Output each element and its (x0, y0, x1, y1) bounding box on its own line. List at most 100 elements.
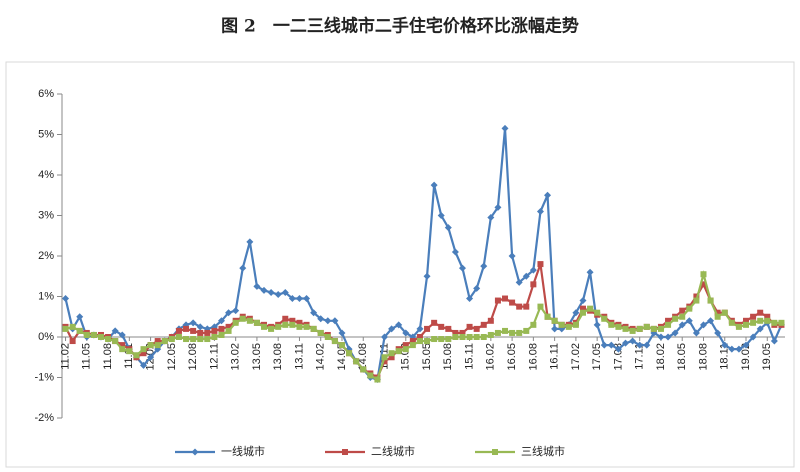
point (721, 309, 728, 316)
point (502, 295, 509, 302)
point (296, 323, 303, 330)
point (310, 325, 317, 332)
point (487, 317, 494, 324)
point (261, 323, 268, 330)
point (367, 372, 374, 379)
x-tick-label: 12.11 (208, 343, 220, 370)
point (395, 321, 403, 329)
point (111, 327, 119, 335)
point (402, 346, 409, 353)
point (253, 319, 260, 326)
x-tick-label: 11.08 (102, 343, 114, 370)
point (536, 207, 544, 215)
point (529, 266, 537, 274)
point (303, 323, 310, 330)
point (742, 341, 750, 349)
point (246, 238, 254, 246)
point (750, 319, 757, 326)
point (331, 338, 338, 345)
x-tick-label: 15.08 (442, 343, 454, 371)
point (374, 376, 381, 383)
point (664, 333, 672, 341)
point (459, 329, 466, 336)
point (636, 325, 643, 332)
point (97, 334, 104, 340)
x-tick-label: 17.11 (634, 343, 646, 370)
point (558, 321, 565, 328)
point (126, 348, 133, 355)
point (140, 361, 148, 369)
point (416, 334, 423, 340)
x-tick-label: 16.08 (527, 343, 539, 371)
point (218, 325, 225, 332)
point (728, 345, 736, 353)
point (516, 303, 523, 310)
point (338, 342, 345, 349)
point (537, 303, 544, 310)
y-tick-label: 2% (38, 250, 54, 262)
point (281, 288, 289, 296)
point (437, 212, 445, 219)
point (515, 278, 523, 286)
point (480, 262, 488, 270)
point (310, 309, 318, 317)
point (112, 338, 119, 345)
point (409, 342, 416, 349)
point (161, 338, 168, 345)
chart-frame (5, 61, 795, 468)
point (551, 325, 559, 333)
point (69, 338, 76, 345)
point (607, 341, 615, 349)
point (466, 334, 473, 340)
point (629, 327, 636, 334)
point (133, 352, 140, 359)
point (76, 327, 83, 334)
point (232, 319, 239, 326)
point (743, 317, 750, 324)
point (317, 329, 324, 336)
point (622, 339, 630, 347)
point (267, 288, 275, 296)
point (671, 329, 679, 337)
point (523, 327, 530, 334)
x-tick-label: 17.08 (612, 343, 624, 371)
point (217, 317, 225, 325)
x-tick-label: 11.02 (59, 343, 71, 370)
point (700, 281, 707, 288)
x-tick-label: 16.05 (506, 343, 518, 371)
x-tick-label: 19.02 (740, 343, 752, 371)
point (579, 305, 586, 312)
point (253, 282, 261, 290)
x-tick-label: 12.05 (166, 343, 178, 371)
point (685, 317, 693, 325)
legend-marker (191, 448, 199, 456)
point (579, 309, 586, 316)
point (289, 317, 296, 324)
point (714, 329, 722, 337)
point (438, 323, 445, 330)
point (232, 307, 240, 315)
point (473, 334, 480, 340)
x-tick-label: 14.02 (315, 343, 327, 371)
point (551, 317, 558, 324)
point (225, 327, 232, 334)
point (735, 323, 742, 330)
point (154, 338, 161, 345)
x-tick-label: 17.02 (570, 343, 582, 371)
point (572, 321, 579, 328)
point (246, 317, 253, 324)
point (459, 334, 466, 340)
point (770, 337, 778, 345)
point (445, 325, 452, 332)
point (183, 325, 190, 332)
point (466, 323, 473, 330)
chart-title: 图 2 一二三线城市二手住宅价格环比涨幅走势 (221, 16, 579, 37)
x-tick-label: 16.11 (549, 343, 561, 370)
point (225, 309, 233, 317)
legend-label: 三线城市 (521, 444, 565, 458)
legend-label: 一线城市 (221, 444, 265, 458)
point (196, 323, 204, 331)
y-tick-label: 6% (38, 88, 54, 100)
y-tick-label: 0% (38, 331, 54, 343)
point (650, 325, 657, 332)
